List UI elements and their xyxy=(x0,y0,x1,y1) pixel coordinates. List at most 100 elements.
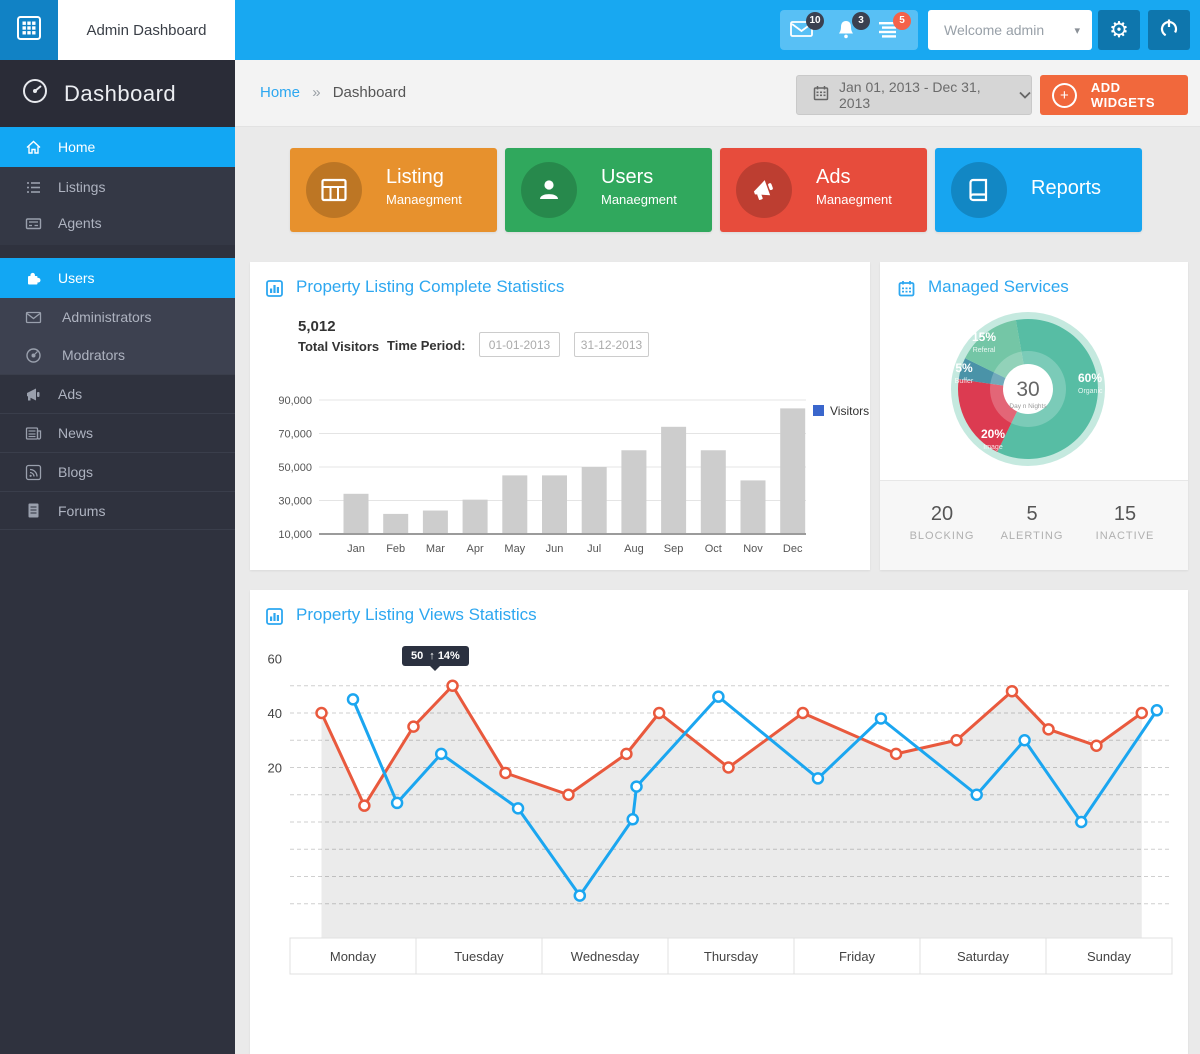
svg-text:Buffer: Buffer xyxy=(955,378,974,385)
bar-chart-icon xyxy=(266,608,283,630)
date-range-picker[interactable]: Jan 01, 2013 - Dec 31, 2013 xyxy=(796,75,1032,115)
chart-tooltip: 50 ↑ 14% xyxy=(402,646,469,671)
calendar-icon xyxy=(813,85,829,106)
list-icon xyxy=(24,178,42,196)
sidebar-item-ads[interactable]: Ads xyxy=(0,374,235,413)
welcome-label: Welcome admin xyxy=(944,22,1045,38)
svg-text:20: 20 xyxy=(268,761,282,776)
date-from-input[interactable] xyxy=(479,332,560,357)
svg-text:15%: 15% xyxy=(972,330,996,344)
sidebar-users-submenu: Administrators Modrators xyxy=(0,298,235,374)
services-stats-footer: 20 BLOCKING 5 ALERTING 15 INACTIVE xyxy=(880,480,1188,570)
visitors-statistics-panel: Property Listing Complete Statistics 5,0… xyxy=(250,262,870,570)
user-menu-dropdown[interactable]: Welcome admin ▾ xyxy=(928,10,1092,50)
svg-text:Sunday: Sunday xyxy=(1087,949,1132,964)
breadcrumb-current: Dashboard xyxy=(332,84,407,101)
svg-text:90,000: 90,000 xyxy=(278,395,312,407)
app-title: Admin Dashboard xyxy=(58,0,235,60)
visitors-panel-title: Property Listing Complete Statistics xyxy=(296,277,565,296)
svg-text:Friday: Friday xyxy=(839,949,876,964)
sidebar-item-agents[interactable]: Agents xyxy=(0,205,235,241)
svg-text:Jul: Jul xyxy=(587,543,601,555)
users-management-card[interactable]: Users Manaegment xyxy=(505,148,712,232)
svg-text:Apr: Apr xyxy=(467,543,484,555)
table-icon xyxy=(306,162,362,218)
messages-badge: 5 xyxy=(893,12,911,30)
tooltip-value: 50 xyxy=(411,650,424,662)
bar-chart-icon xyxy=(266,280,283,302)
svg-text:Thursday: Thursday xyxy=(704,949,759,964)
svg-text:Dec: Dec xyxy=(783,543,803,555)
add-widgets-button[interactable]: + ADD WIDGETS xyxy=(1040,75,1188,115)
views-line-chart[interactable]: 60 40 20 Monday Tuesday Wednesday Thursday Frid… xyxy=(250,590,1188,1054)
sidebar-item-modrators[interactable]: Modrators xyxy=(0,336,235,374)
svg-text:Monday: Monday xyxy=(330,949,377,964)
svg-text:50,000: 50,000 xyxy=(278,462,312,474)
svg-text:20%: 20% xyxy=(981,427,1005,441)
date-to-input[interactable] xyxy=(574,332,649,357)
inactive-stat: 15 INACTIVE xyxy=(1095,503,1155,542)
managed-services-panel: Managed Services 60% Organic 20% Image 5% Buf… xyxy=(880,262,1188,570)
app-logo[interactable] xyxy=(0,0,58,60)
sidebar-header: Dashboard xyxy=(0,60,235,127)
envelope-icon xyxy=(24,308,42,326)
home-icon xyxy=(24,138,42,156)
svg-text:40: 40 xyxy=(268,706,282,721)
mail-notifications-button[interactable]: 10 xyxy=(790,12,824,41)
svg-text:May: May xyxy=(504,543,525,555)
sidebar-item-users[interactable]: Users xyxy=(0,258,235,298)
svg-text:Image: Image xyxy=(983,444,1003,451)
views-panel-title: Property Listing Views Statistics xyxy=(296,605,537,624)
book-icon xyxy=(951,162,1007,218)
messages-icon xyxy=(877,22,899,43)
total-visitors-stat: 5,012 Total Visitors xyxy=(298,318,379,354)
svg-text:30: 30 xyxy=(1016,378,1039,401)
svg-text:Aug: Aug xyxy=(624,543,644,555)
settings-button[interactable]: ⚙ xyxy=(1098,10,1140,50)
views-statistics-panel: Property Listing Views Statistics 50 ↑ 14… xyxy=(250,590,1188,1054)
messages-notifications-button[interactable]: 5 xyxy=(877,12,911,43)
svg-text:Organic: Organic xyxy=(1078,388,1103,395)
mail-badge: 10 xyxy=(806,12,824,30)
alerts-notifications-button[interactable]: 3 xyxy=(836,12,870,44)
logout-button[interactable] xyxy=(1148,10,1190,50)
breadcrumb: Home » Dashboard xyxy=(260,84,406,101)
tooltip-change: 14% xyxy=(437,650,460,662)
reports-card[interactable]: Reports xyxy=(935,148,1142,232)
total-visitors-value: 5,012 xyxy=(298,318,336,335)
breadcrumb-separator: » xyxy=(312,84,321,101)
svg-text:Day n Nights: Day n Nights xyxy=(1009,403,1047,410)
visitors-bar-chart[interactable]: 10,000 30,000 50,000 70,000 90,000 Jan Feb Mar A… xyxy=(250,262,870,570)
ads-management-card[interactable]: Ads Manaegment xyxy=(720,148,927,232)
svg-text:70,000: 70,000 xyxy=(278,429,312,441)
sidebar-item-news[interactable]: News xyxy=(0,413,235,452)
services-panel-title: Managed Services xyxy=(928,277,1069,296)
power-icon xyxy=(1158,17,1180,44)
sidebar-item-administrators[interactable]: Administrators xyxy=(0,298,235,336)
megaphone-icon xyxy=(24,385,42,403)
svg-text:Jan: Jan xyxy=(347,543,365,555)
calendar-icon xyxy=(898,280,915,302)
chevron-down-icon xyxy=(1019,86,1031,104)
alerting-stat: 5 ALERTING xyxy=(1000,503,1064,542)
svg-text:Mar: Mar xyxy=(426,543,445,555)
document-icon xyxy=(24,502,42,520)
svg-text:60: 60 xyxy=(268,652,282,667)
megaphone-icon xyxy=(736,162,792,218)
notification-group: 10 3 5 xyxy=(780,10,918,50)
svg-text:Saturday: Saturday xyxy=(957,949,1010,964)
time-period-label: Time Period: xyxy=(387,338,466,353)
sidebar-item-forums[interactable]: Forums xyxy=(0,491,235,530)
svg-text:30,000: 30,000 xyxy=(278,496,312,508)
breadcrumb-home-link[interactable]: Home xyxy=(260,84,301,101)
listing-management-card[interactable]: Listing Manaegment xyxy=(290,148,497,232)
sidebar-title: Dashboard xyxy=(64,80,177,106)
sidebar-item-listings[interactable]: Listings xyxy=(0,169,235,205)
managed-services-donut-chart[interactable]: 60% Organic 20% Image 5% Buffer 15% Referal 30 Da… xyxy=(880,262,1188,480)
total-visitors-label: Total Visitors xyxy=(298,339,380,354)
svg-text:Tuesday: Tuesday xyxy=(454,949,504,964)
sidebar-item-blogs[interactable]: Blogs xyxy=(0,452,235,491)
bell-icon xyxy=(836,21,856,44)
sidebar-item-home[interactable]: Home xyxy=(0,127,235,167)
